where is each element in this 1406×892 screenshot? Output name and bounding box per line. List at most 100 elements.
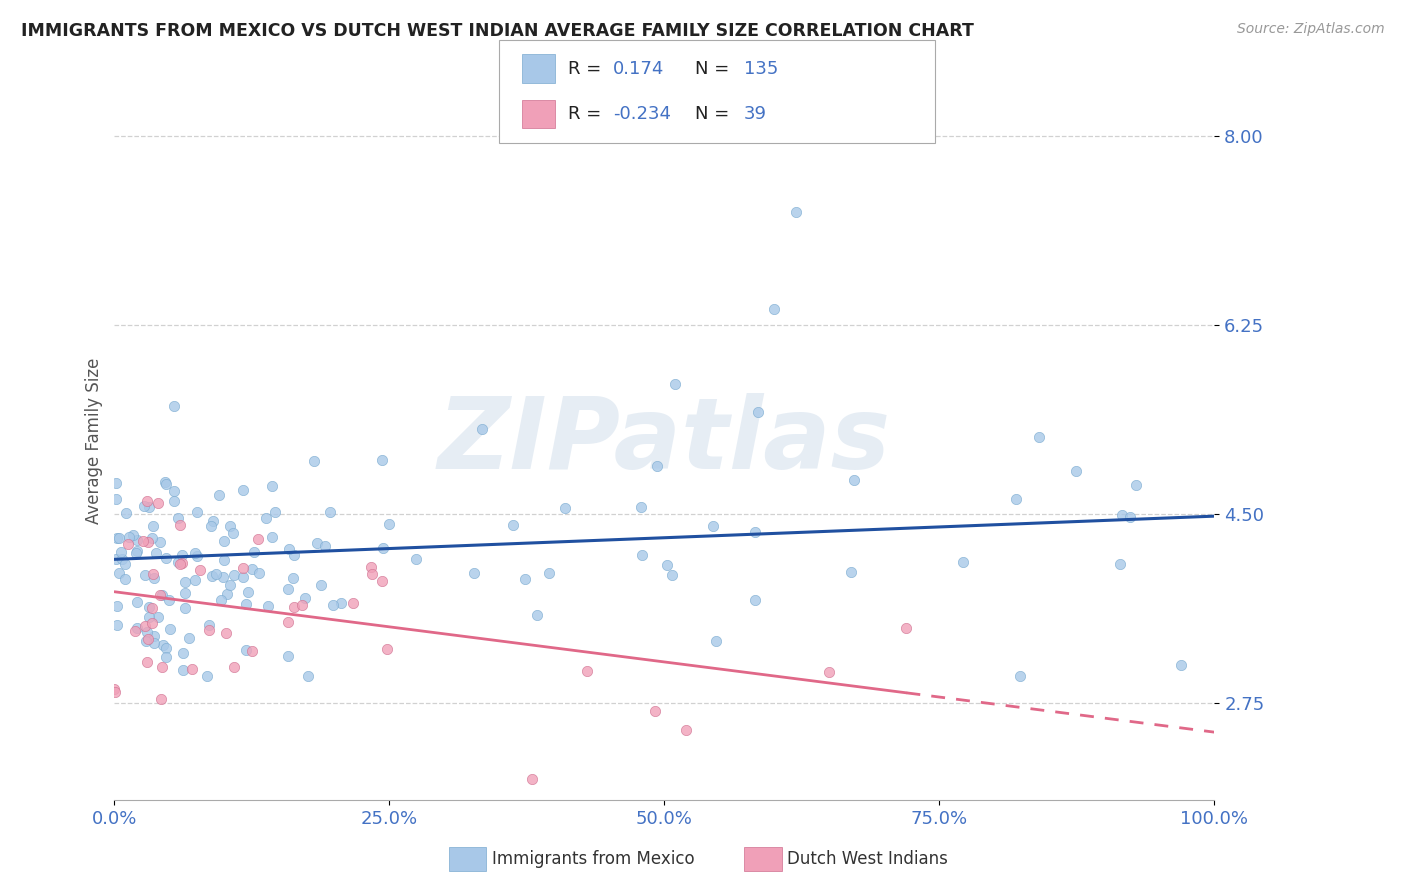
Point bbox=[110, 545, 132, 559]
Text: Source: ZipAtlas.com: Source: ZipAtlas.com bbox=[1237, 22, 1385, 37]
Point bbox=[169, 517, 191, 532]
Point bbox=[209, 593, 232, 607]
Point bbox=[526, 607, 548, 622]
Point bbox=[118, 530, 141, 544]
Point bbox=[198, 617, 221, 632]
Point bbox=[172, 646, 194, 660]
Point bbox=[132, 499, 155, 513]
Point bbox=[173, 586, 195, 600]
Point bbox=[644, 704, 666, 718]
Point bbox=[361, 567, 384, 582]
Point bbox=[141, 601, 163, 615]
Point bbox=[283, 548, 305, 562]
Point bbox=[675, 723, 697, 737]
Point bbox=[322, 599, 344, 613]
Text: 135: 135 bbox=[744, 60, 778, 78]
Point bbox=[202, 514, 225, 528]
Point bbox=[222, 568, 245, 582]
Point bbox=[142, 571, 165, 585]
Point bbox=[214, 533, 236, 548]
Point bbox=[502, 517, 524, 532]
Point bbox=[177, 632, 200, 646]
Point bbox=[785, 204, 807, 219]
Point bbox=[105, 599, 128, 614]
Point bbox=[149, 692, 172, 706]
Point bbox=[117, 537, 139, 551]
Point bbox=[706, 634, 728, 648]
Text: -0.234: -0.234 bbox=[613, 105, 671, 123]
Point bbox=[103, 682, 125, 697]
Point bbox=[212, 569, 235, 583]
Point bbox=[235, 597, 257, 611]
Point bbox=[155, 650, 177, 665]
Point bbox=[138, 535, 160, 549]
Point bbox=[127, 533, 149, 548]
Point bbox=[163, 494, 186, 508]
Point bbox=[630, 500, 652, 514]
Point bbox=[664, 377, 686, 392]
Point bbox=[142, 566, 165, 581]
Point bbox=[127, 595, 149, 609]
Point bbox=[371, 452, 394, 467]
Point bbox=[952, 555, 974, 569]
Point bbox=[155, 641, 177, 656]
Text: N =: N = bbox=[695, 105, 728, 123]
Point bbox=[138, 500, 160, 514]
Point bbox=[246, 532, 269, 546]
Point bbox=[747, 405, 769, 419]
Point bbox=[105, 491, 128, 506]
Y-axis label: Average Family Size: Average Family Size bbox=[86, 358, 103, 524]
Point bbox=[1064, 465, 1087, 479]
Point bbox=[115, 506, 138, 520]
Point bbox=[405, 552, 427, 566]
Point bbox=[302, 454, 325, 468]
Text: IMMIGRANTS FROM MEXICO VS DUTCH WEST INDIAN AVERAGE FAMILY SIZE CORRELATION CHAR: IMMIGRANTS FROM MEXICO VS DUTCH WEST IND… bbox=[21, 22, 974, 40]
Point bbox=[111, 551, 134, 566]
Point bbox=[330, 597, 353, 611]
Point bbox=[105, 476, 128, 491]
Point bbox=[371, 541, 394, 555]
Point bbox=[222, 660, 245, 674]
Point bbox=[370, 574, 392, 588]
Point bbox=[149, 535, 172, 549]
Point bbox=[184, 574, 207, 588]
Point bbox=[283, 599, 305, 614]
Point bbox=[188, 563, 211, 577]
Point bbox=[186, 505, 208, 519]
Point bbox=[150, 588, 173, 602]
Point bbox=[818, 665, 841, 680]
Point bbox=[141, 519, 163, 533]
Point bbox=[576, 664, 599, 678]
Text: R =: R = bbox=[568, 105, 602, 123]
Point bbox=[463, 566, 485, 580]
Text: R =: R = bbox=[568, 60, 602, 78]
Point bbox=[538, 566, 561, 581]
Point bbox=[309, 578, 332, 592]
Point bbox=[108, 566, 131, 580]
Point bbox=[283, 571, 305, 585]
Point bbox=[522, 772, 544, 786]
Point bbox=[200, 519, 222, 533]
Point bbox=[148, 496, 170, 510]
Point bbox=[136, 494, 159, 508]
Point bbox=[163, 399, 186, 413]
Point bbox=[314, 539, 336, 553]
Point bbox=[173, 600, 195, 615]
Point bbox=[515, 573, 537, 587]
Point bbox=[114, 572, 136, 586]
Point bbox=[744, 524, 766, 539]
Point bbox=[342, 596, 364, 610]
Point bbox=[360, 559, 382, 574]
Point bbox=[180, 662, 202, 676]
Point bbox=[1118, 510, 1140, 524]
Point bbox=[105, 618, 128, 632]
Point bbox=[204, 566, 226, 581]
Point bbox=[215, 626, 238, 640]
Point bbox=[1008, 669, 1031, 683]
Point bbox=[744, 592, 766, 607]
Point bbox=[702, 519, 724, 533]
Point bbox=[134, 619, 156, 633]
Point bbox=[138, 600, 160, 615]
Point bbox=[844, 473, 866, 487]
Point bbox=[157, 593, 180, 607]
